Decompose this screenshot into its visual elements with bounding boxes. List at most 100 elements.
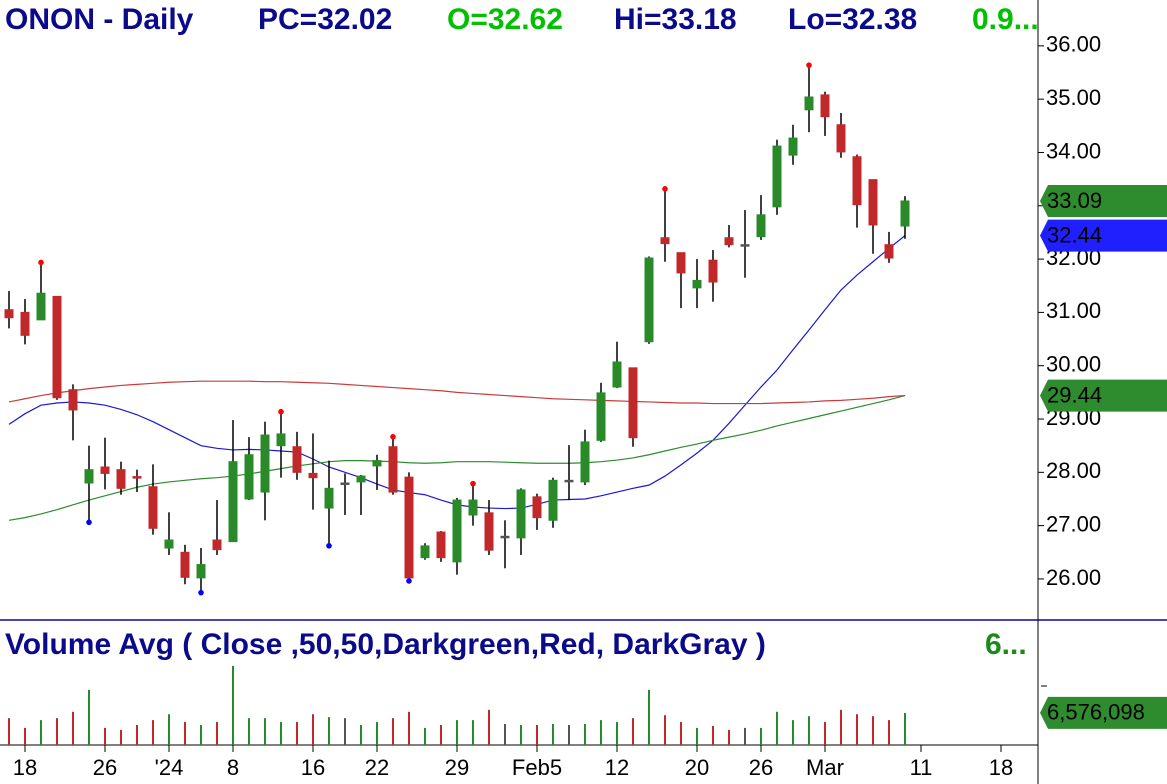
candle-body — [132, 476, 142, 479]
volume-bar — [696, 727, 698, 745]
volume-bar — [104, 727, 106, 745]
volume-bar — [152, 720, 154, 745]
volume-bar — [344, 718, 346, 745]
volume-bar — [904, 712, 906, 745]
candle-body — [724, 237, 734, 246]
candle-body — [852, 156, 862, 206]
candle-body — [868, 179, 878, 226]
x-tick-label: 18 — [13, 755, 37, 780]
pivot-high-dot — [662, 186, 668, 192]
volume-bar — [376, 722, 378, 745]
candle-body — [52, 295, 62, 399]
moving-average-line — [8, 394, 906, 521]
x-tick-label: 16 — [301, 755, 325, 780]
candle-body — [420, 545, 430, 559]
x-tick-label: 26 — [749, 755, 773, 780]
candle-body — [596, 392, 606, 441]
candle-body — [84, 469, 94, 484]
volume-bar — [664, 715, 666, 745]
pivot-high-dot — [390, 433, 396, 440]
y-tick-label: 30.00 — [1046, 352, 1101, 377]
volume-bar — [472, 720, 474, 745]
volume-bar — [680, 722, 682, 745]
candle-body — [628, 367, 638, 439]
candle-body — [340, 482, 350, 485]
candle-body — [660, 237, 670, 245]
candle-body — [484, 512, 494, 551]
candle-body — [708, 259, 718, 283]
volume-bar — [264, 718, 266, 745]
candle-body — [356, 475, 366, 483]
price-tag-label: 32.44 — [1047, 222, 1102, 247]
volume-bar — [360, 724, 362, 745]
candle-body — [100, 466, 110, 474]
candle-body — [164, 539, 174, 549]
header-stat: 0.9... — [972, 3, 1039, 36]
x-tick-label: 8 — [227, 755, 239, 780]
candle-body — [500, 535, 510, 539]
x-tick-label: Mar — [806, 755, 844, 780]
candle-body — [436, 531, 446, 559]
price-tag — [1040, 184, 1167, 217]
candle-body — [180, 551, 190, 578]
volume-bar — [888, 720, 890, 745]
volume-bar — [408, 711, 410, 745]
x-tick-label: '24 — [155, 755, 184, 780]
volume-bar — [248, 718, 250, 745]
x-tick-label: 11 — [910, 755, 933, 780]
volume-tag-label: 6,576,098 — [1047, 700, 1145, 725]
volume-bar — [280, 722, 282, 745]
candle-body — [116, 469, 126, 489]
volume-bar — [200, 724, 202, 745]
volume-bar — [616, 722, 618, 745]
candle-body — [532, 496, 542, 519]
candle-body — [644, 257, 654, 343]
volume-bar — [296, 722, 298, 745]
pivot-high-dot — [470, 480, 476, 487]
volume-bar — [488, 709, 490, 745]
volume-bar — [856, 714, 858, 745]
candle-body — [20, 311, 30, 336]
header-stat: O=32.62 — [447, 3, 563, 36]
volume-bar — [24, 727, 26, 745]
volume-bar — [440, 724, 442, 745]
volume-bar — [632, 718, 634, 745]
price-tag-label: 29.44 — [1047, 382, 1102, 407]
overlay: ONON - Daily26.0027.0028.0029.0030.0031.… — [5, 3, 1167, 780]
pivot-low-dot — [326, 542, 332, 549]
candle-body — [468, 499, 478, 516]
candle-body — [516, 489, 526, 539]
candle-body — [452, 499, 462, 563]
y-tick-label: 34.00 — [1046, 138, 1101, 163]
y-tick-label: 35.00 — [1046, 85, 1101, 110]
candle-body — [148, 486, 158, 529]
candle-body — [292, 446, 302, 473]
volume-bar — [568, 724, 570, 745]
volume-bar — [312, 714, 314, 745]
volume-bar — [536, 724, 538, 745]
volume-bar — [824, 722, 826, 745]
y-tick-label: 26.00 — [1046, 565, 1101, 590]
candle-body — [612, 361, 622, 388]
plot-area: PC=32.02 O=32.62 Hi=33.18 Lo=32.38 0.9... Vol… — [4, 3, 1039, 745]
volume-bar — [136, 724, 138, 745]
volume-tag — [1040, 696, 1167, 729]
volume-bar — [232, 665, 234, 745]
candle-body — [36, 292, 46, 321]
candle-body — [260, 434, 270, 493]
candle-body — [900, 200, 910, 227]
x-tick-label: 12 — [605, 755, 629, 780]
x-tick-label: 26 — [93, 755, 117, 780]
volume-bar — [648, 689, 650, 745]
volume-bar — [8, 718, 10, 745]
candle-body — [404, 476, 414, 579]
x-tick-label: 29 — [445, 755, 469, 780]
candle-body — [564, 479, 574, 483]
y-tick-label: 27.00 — [1046, 511, 1101, 536]
candle-body — [836, 124, 846, 153]
pivot-high-dot — [806, 62, 812, 68]
candle-body — [804, 96, 814, 111]
pivot-low-dot — [198, 589, 204, 596]
candle-body — [548, 479, 558, 521]
price-tag-label: 33.09 — [1047, 188, 1102, 213]
